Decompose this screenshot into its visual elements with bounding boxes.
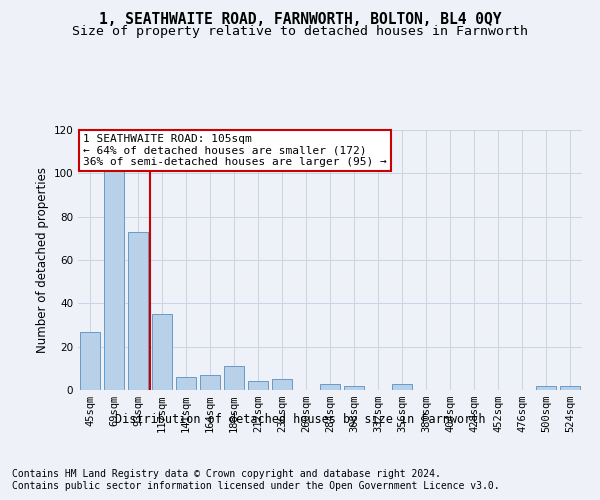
Bar (176, 377, 196, 390)
Text: Contains public sector information licensed under the Open Government Licence v3: Contains public sector information licen… (12, 481, 500, 491)
Bar (80, 332, 100, 390)
Bar (224, 366, 244, 390)
Bar (104, 171, 124, 390)
Y-axis label: Number of detached properties: Number of detached properties (36, 167, 49, 353)
Text: Size of property relative to detached houses in Farnworth: Size of property relative to detached ho… (72, 25, 528, 38)
Bar (200, 375, 220, 390)
Text: 1 SEATHWAITE ROAD: 105sqm
← 64% of detached houses are smaller (172)
36% of semi: 1 SEATHWAITE ROAD: 105sqm ← 64% of detac… (83, 134, 387, 167)
Bar (392, 384, 412, 390)
Bar (536, 386, 556, 390)
Bar (248, 382, 268, 390)
Bar (128, 232, 148, 390)
Text: Contains HM Land Registry data © Crown copyright and database right 2024.: Contains HM Land Registry data © Crown c… (12, 469, 441, 479)
Text: Distribution of detached houses by size in Farnworth: Distribution of detached houses by size … (115, 412, 485, 426)
Bar (320, 384, 340, 390)
Bar (560, 386, 580, 390)
Bar (152, 314, 172, 390)
Text: 1, SEATHWAITE ROAD, FARNWORTH, BOLTON, BL4 0QY: 1, SEATHWAITE ROAD, FARNWORTH, BOLTON, B… (99, 12, 501, 28)
Bar (344, 386, 364, 390)
Bar (272, 379, 292, 390)
